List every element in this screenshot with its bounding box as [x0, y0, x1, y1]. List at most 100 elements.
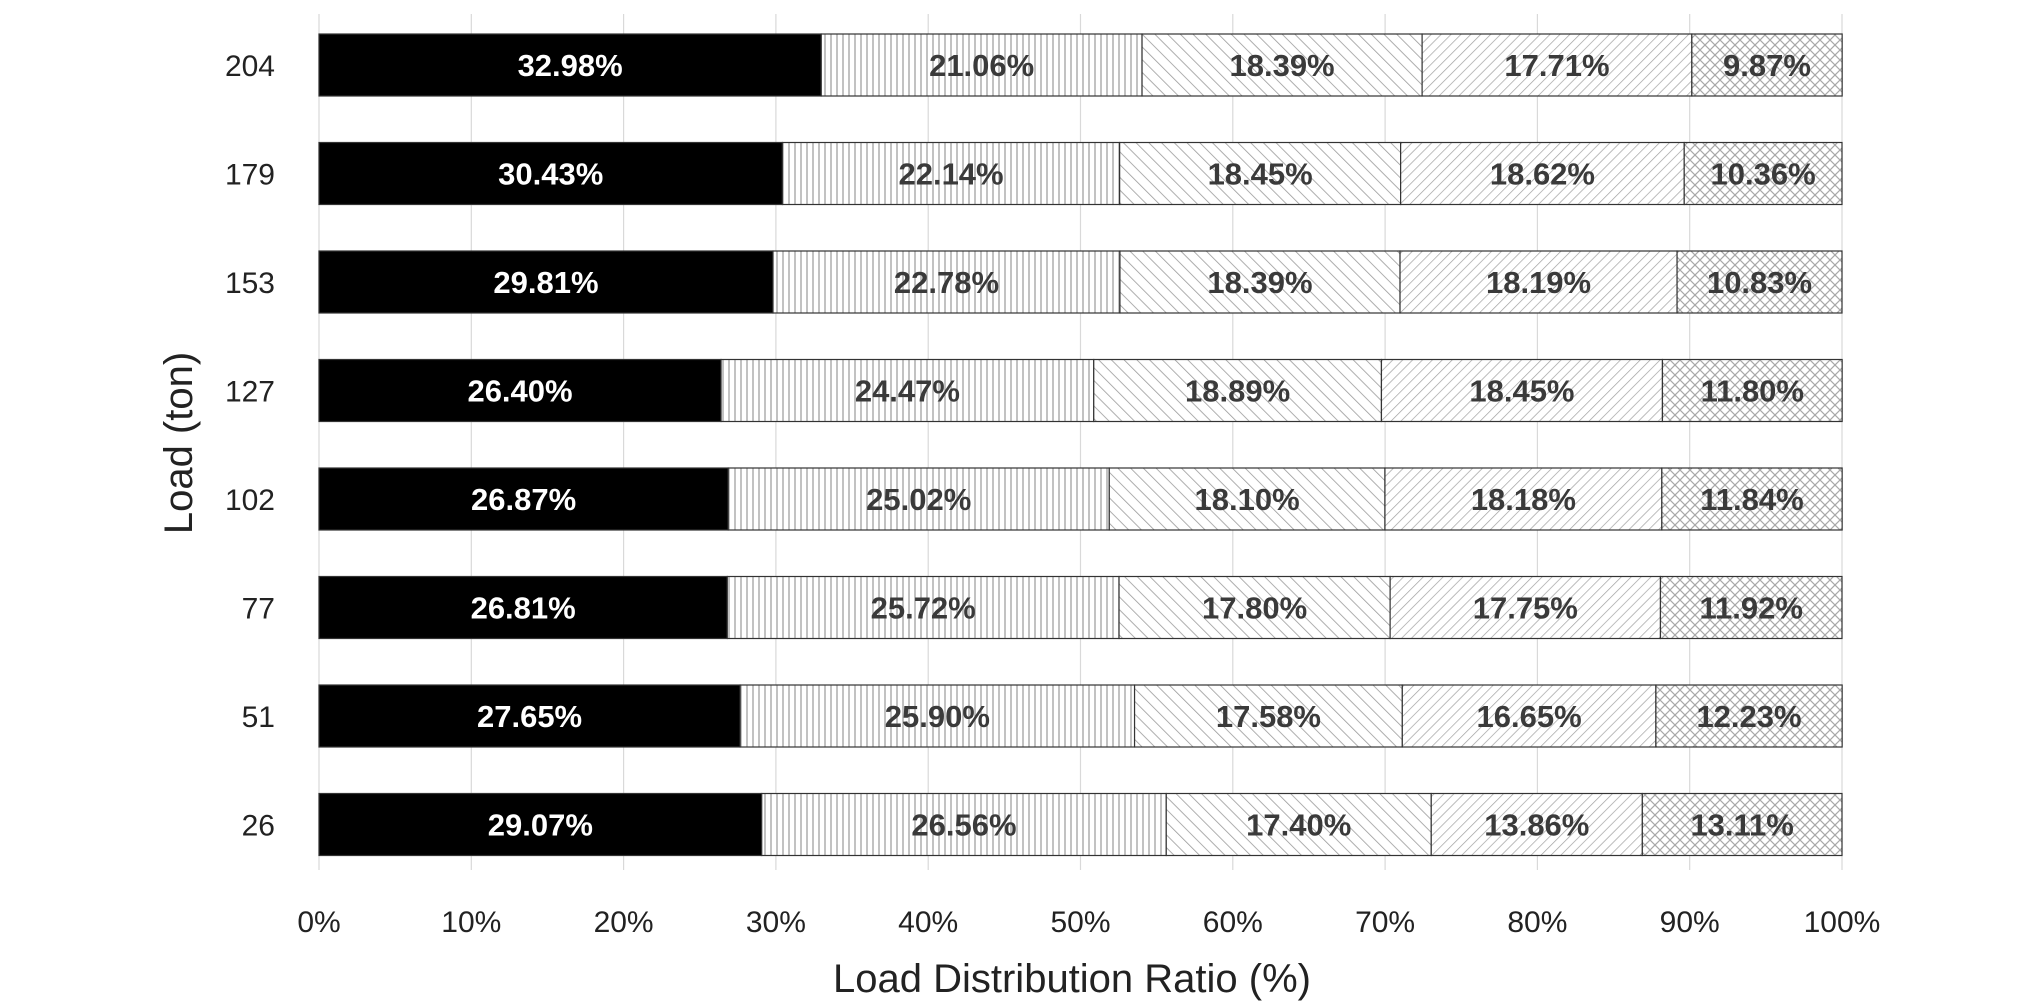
y-tick-label: 26: [242, 810, 275, 843]
data-label: 32.98%: [518, 48, 623, 83]
data-label: 10.36%: [1711, 157, 1816, 192]
y-axis-ticks: 204 179 153 127 102 77 51 26: [225, 50, 275, 843]
data-label: 30.43%: [498, 157, 603, 192]
bar-segment: [1380, 358, 1664, 423]
y-axis-title: Load (ton): [157, 352, 201, 534]
data-label: 24.47%: [855, 374, 960, 409]
data-label: 29.81%: [493, 265, 598, 300]
data-label: 18.39%: [1229, 48, 1334, 83]
x-tick-label: 30%: [746, 906, 806, 939]
bar-segment: [1133, 684, 1403, 748]
data-label: 17.80%: [1202, 591, 1307, 626]
bar-segment: [1430, 792, 1643, 857]
data-label: 18.19%: [1486, 265, 1591, 300]
bar-segment: [1093, 358, 1383, 423]
y-tick-label: 102: [225, 484, 275, 517]
x-tick-label: 80%: [1507, 906, 1567, 939]
data-label: 29.07%: [488, 808, 593, 843]
y-tick-label: 127: [225, 376, 275, 409]
bar-segment: [1401, 684, 1657, 748]
data-label: 18.89%: [1185, 374, 1290, 409]
bar-segment: [1384, 467, 1663, 531]
data-label: 27.65%: [477, 699, 582, 734]
data-label: 26.81%: [471, 591, 576, 626]
data-label: 13.86%: [1484, 808, 1589, 843]
x-tick-label: 10%: [441, 906, 501, 939]
bar-segment: [720, 358, 1095, 423]
bar-segment: [1119, 141, 1402, 206]
bar-segment: [1389, 575, 1662, 640]
data-label: 10.83%: [1707, 265, 1812, 300]
x-tick-label: 0%: [297, 906, 340, 939]
bar-segment: [727, 467, 1110, 531]
y-tick-label: 179: [225, 159, 275, 192]
data-label: 18.62%: [1490, 157, 1595, 192]
bar-segment: [318, 141, 784, 206]
bar-segment: [1676, 250, 1843, 314]
bar-segment: [781, 141, 1121, 206]
data-label: 26.40%: [467, 374, 572, 409]
data-label: 11.84%: [1700, 482, 1803, 517]
x-tick-label: 100%: [1804, 906, 1881, 939]
bar-segment: [1119, 250, 1401, 314]
bar-segment: [1165, 792, 1432, 857]
data-label: 18.45%: [1469, 374, 1574, 409]
bar-segment: [318, 575, 728, 640]
data-label: 25.72%: [871, 591, 976, 626]
data-label: 11.80%: [1701, 374, 1804, 409]
data-label: 18.10%: [1195, 482, 1300, 517]
data-label: 22.14%: [898, 157, 1003, 192]
data-label: 17.40%: [1246, 808, 1351, 843]
x-axis-title: Load Distribution Ratio (%): [833, 957, 1311, 1001]
y-tick-label: 153: [225, 267, 275, 300]
bar-segment: [318, 250, 774, 314]
data-label: 25.02%: [866, 482, 971, 517]
data-label: 12.23%: [1696, 699, 1801, 734]
bar-segment: [318, 358, 722, 423]
data-label: 22.78%: [894, 265, 999, 300]
data-label: 25.90%: [885, 699, 990, 734]
x-axis-ticks: 0% 10% 20% 30% 40% 50% 60% 70% 80% 90% 100%: [297, 906, 1880, 939]
bar-segment: [318, 467, 729, 531]
y-tick-label: 51: [242, 701, 275, 734]
bar-segment: [761, 792, 1167, 857]
bar-segment: [1141, 33, 1423, 97]
x-tick-label: 20%: [594, 906, 654, 939]
bar-segment: [1118, 575, 1391, 640]
bar-segment: [739, 684, 1136, 748]
data-label: 16.65%: [1477, 699, 1582, 734]
data-label: 9.87%: [1723, 48, 1811, 83]
bar-stack-area: 32.98% 21.06% 18.39% 17.71% 9.87% 30.43% 22.14…: [318, 33, 1843, 857]
x-tick-label: 90%: [1660, 906, 1720, 939]
y-tick-label: 204: [225, 50, 275, 83]
bar-segment: [1399, 250, 1678, 314]
bar-segment: [1108, 467, 1386, 531]
x-tick-label: 60%: [1203, 906, 1263, 939]
data-label: 17.58%: [1216, 699, 1321, 734]
data-label: 11.92%: [1700, 591, 1803, 626]
data-label: 26.87%: [471, 482, 576, 517]
bar-segment: [1691, 33, 1843, 97]
data-label: 18.39%: [1207, 265, 1312, 300]
bar-segment: [1400, 141, 1685, 206]
bar-segment: [1661, 358, 1843, 423]
bar-segment: [1661, 467, 1843, 531]
bar-segment: [318, 684, 741, 748]
bar-segment: [1683, 141, 1843, 206]
data-label: 26.56%: [911, 808, 1016, 843]
bar-segment: [318, 792, 763, 857]
data-label: 13.11%: [1690, 808, 1793, 843]
data-label: 18.45%: [1208, 157, 1313, 192]
data-label: 17.75%: [1473, 591, 1578, 626]
bar-segment: [772, 250, 1121, 314]
data-label: 21.06%: [929, 48, 1034, 83]
y-tick-label: 77: [242, 593, 275, 626]
bar-segment: [1659, 575, 1843, 640]
bar-segment: [1641, 792, 1843, 857]
x-tick-label: 40%: [898, 906, 958, 939]
data-label: 18.18%: [1471, 482, 1576, 517]
bar-segment: [1655, 684, 1843, 748]
data-label: 17.71%: [1504, 48, 1609, 83]
x-tick-label: 70%: [1355, 906, 1415, 939]
